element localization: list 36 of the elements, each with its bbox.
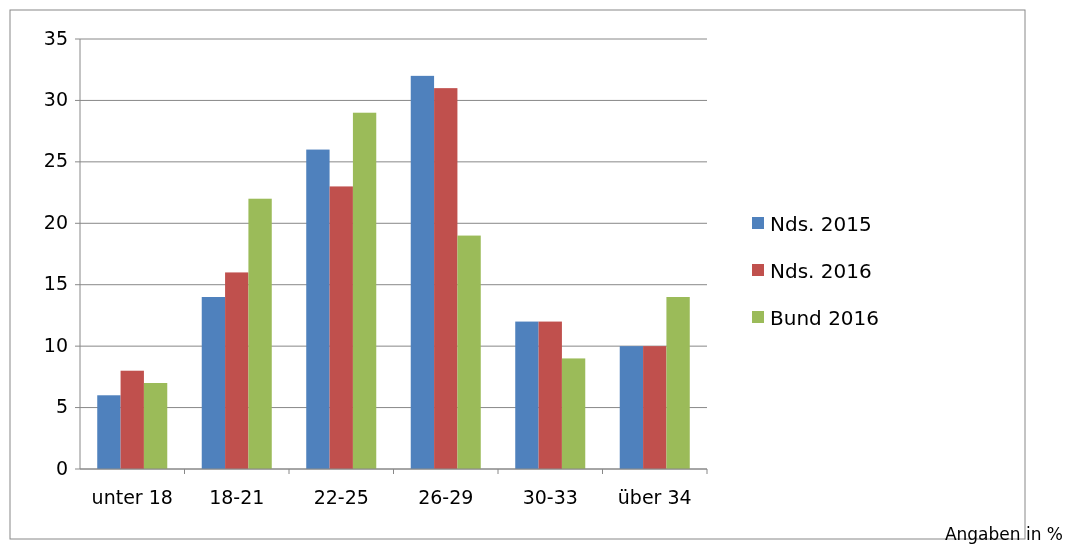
bar [434,88,458,469]
y-tick-label: 25 [43,149,68,172]
bar [515,321,539,469]
bar [248,198,272,469]
bar [352,112,377,469]
bar [643,346,667,469]
bar [201,297,226,469]
x-tick-label: 26-29 [418,486,474,508]
y-tick-label: 5 [55,395,68,418]
y-tick-label: 35 [43,26,68,49]
y-tick-label: 15 [43,272,68,295]
bar [97,395,121,469]
bar [120,370,144,469]
bar [306,149,330,469]
legend-label: Nds. 2015 [770,211,872,236]
bar [457,235,481,469]
x-tick-label: über 34 [617,486,692,508]
legend-label: Nds. 2016 [770,258,872,283]
x-tick-label: 30-33 [522,486,578,508]
bar [538,321,562,469]
x-tick-label: 18-21 [209,486,265,508]
bar [410,75,435,469]
x-tick-label: 22-25 [313,486,369,508]
y-tick-label: 0 [55,456,68,479]
x-tick-label: unter 18 [91,486,173,508]
text: Angaben in % [944,524,1063,544]
bar [225,272,249,469]
bar [143,383,168,469]
bar [561,358,586,469]
bar [329,186,353,469]
legend-label: Bund 2016 [770,305,880,330]
bar [619,346,644,469]
y-tick-label: 30 [43,87,68,110]
y-tick-label: 10 [43,333,68,356]
bar [666,297,690,469]
y-tick-label: 20 [43,210,68,233]
